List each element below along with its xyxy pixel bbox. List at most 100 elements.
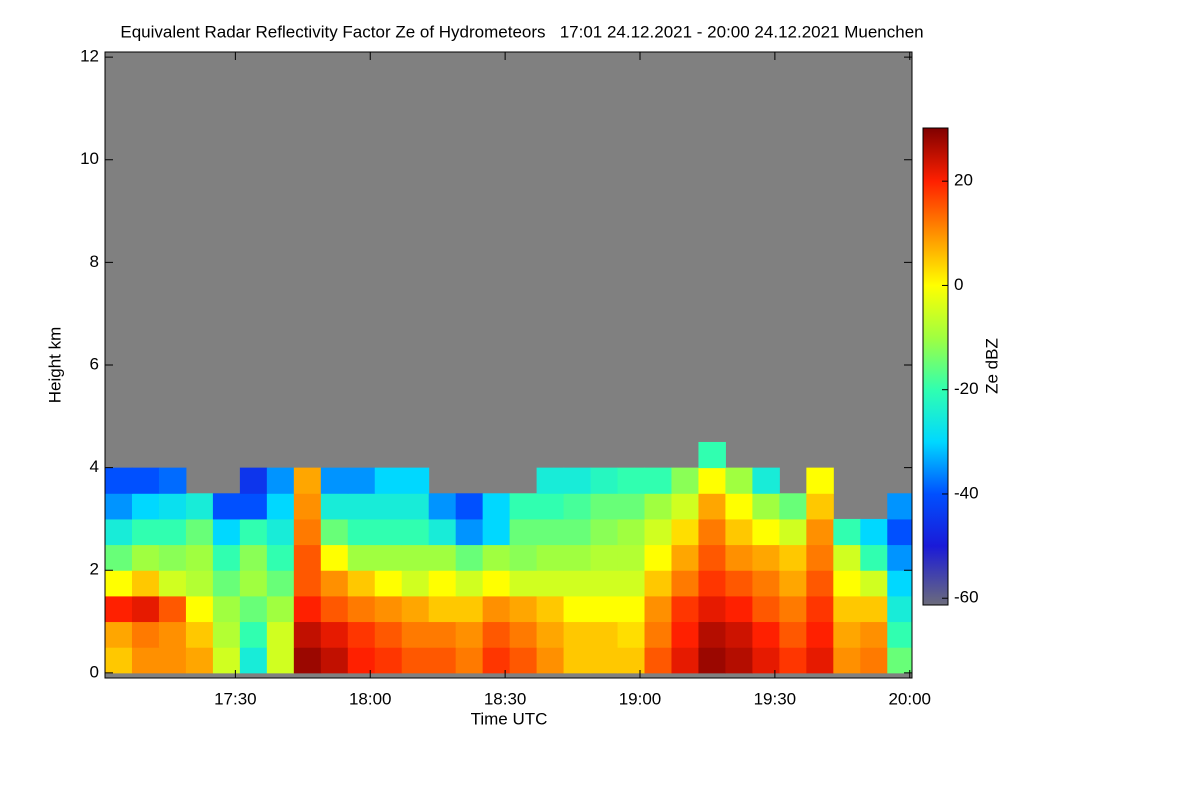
heatmap-cell (590, 544, 619, 571)
colorbar (922, 127, 949, 606)
heatmap-cell (158, 647, 187, 674)
heatmap-cell (671, 570, 699, 597)
heatmap-cell (644, 595, 672, 623)
heatmap (105, 441, 912, 674)
heatmap-cell (158, 518, 187, 546)
heatmap-cell (266, 595, 295, 623)
heatmap-cell (806, 595, 834, 623)
heatmap-cell (698, 467, 726, 494)
heatmap-cell (698, 595, 726, 623)
heatmap-cell (293, 493, 322, 520)
heatmap-cell (671, 647, 699, 674)
heatmap-cell (158, 493, 187, 520)
heatmap-cell (887, 647, 912, 674)
y-tick-label: 6 (90, 354, 99, 373)
heatmap-cell (752, 595, 780, 623)
heatmap-cell (725, 570, 753, 597)
heatmap-cell (320, 570, 349, 597)
heatmap-cell (779, 595, 807, 623)
heatmap-cell (536, 467, 565, 494)
heatmap-cell (644, 570, 672, 597)
heatmap-cell (482, 647, 511, 674)
heatmap-cell (509, 493, 538, 520)
heatmap-cell (860, 621, 888, 648)
heatmap-cell (239, 570, 268, 597)
heatmap-cell (698, 570, 726, 597)
heatmap-cell (482, 544, 511, 571)
heatmap-cell (725, 621, 753, 648)
x-tick-label: 18:30 (484, 689, 527, 708)
heatmap-cell (698, 493, 726, 520)
heatmap-cell (725, 518, 753, 546)
heatmap-cell (455, 518, 484, 546)
heatmap-cell (293, 595, 322, 623)
heatmap-cell (752, 493, 780, 520)
heatmap-cell (131, 595, 160, 623)
heatmap-cell (833, 647, 861, 674)
heatmap-cell (401, 493, 430, 520)
colorbar-tick-label: 20 (954, 171, 973, 190)
heatmap-cell (239, 518, 268, 546)
heatmap-cell (752, 621, 780, 648)
heatmap-cell (105, 467, 133, 494)
y-tick-label: 0 (90, 662, 99, 681)
heatmap-cell (860, 544, 888, 571)
heatmap-cell (158, 467, 187, 494)
heatmap-cell (806, 518, 834, 546)
heatmap-cell (185, 595, 214, 623)
heatmap-cell (725, 493, 753, 520)
heatmap-cell (131, 467, 160, 494)
heatmap-cell (617, 493, 645, 520)
heatmap-cell (536, 647, 565, 674)
y-tick-label: 10 (80, 149, 99, 168)
heatmap-cell (860, 518, 888, 546)
heatmap-cell (212, 621, 241, 648)
heatmap-cell (374, 518, 403, 546)
heatmap-cell (644, 544, 672, 571)
heatmap-cell (158, 570, 187, 597)
heatmap-cell (833, 570, 861, 597)
heatmap-cell (401, 518, 430, 546)
heatmap-cell (347, 570, 376, 597)
heatmap-cell (698, 621, 726, 648)
y-tick-label: 2 (90, 560, 99, 579)
heatmap-cell (266, 570, 295, 597)
heatmap-cell (644, 647, 672, 674)
heatmap-cell (320, 493, 349, 520)
heatmap-cell (347, 467, 376, 494)
heatmap-cell (401, 467, 430, 494)
heatmap-cell (644, 621, 672, 648)
heatmap-cell (671, 518, 699, 546)
heatmap-cell (671, 595, 699, 623)
heatmap-cell (806, 493, 834, 520)
heatmap-cell (752, 544, 780, 571)
y-axis-label: Height km (45, 327, 64, 404)
heatmap-cell (806, 467, 834, 494)
heatmap-cell (455, 595, 484, 623)
heatmap-cell (105, 647, 133, 674)
y-tick-label: 4 (90, 457, 99, 476)
heatmap-cell (239, 493, 268, 520)
heatmap-cell (401, 595, 430, 623)
heatmap-cell (590, 570, 619, 597)
heatmap-cell (482, 493, 511, 520)
x-tick-label: 18:00 (349, 689, 392, 708)
heatmap-cell (239, 595, 268, 623)
heatmap-cell (536, 544, 565, 571)
heatmap-cell (536, 493, 565, 520)
heatmap-cell (698, 647, 726, 674)
heatmap-cell (509, 544, 538, 571)
heatmap-cell (833, 621, 861, 648)
heatmap-cell (725, 467, 753, 494)
heatmap-cell (212, 647, 241, 674)
heatmap-cell (105, 518, 133, 546)
y-tick-label: 8 (90, 252, 99, 271)
heatmap-cell (482, 570, 511, 597)
heatmap-cell (266, 544, 295, 571)
heatmap-cell (401, 621, 430, 648)
heatmap-cell (320, 621, 349, 648)
heatmap-cell (509, 595, 538, 623)
heatmap-cell (752, 647, 780, 674)
heatmap-cell (455, 493, 484, 520)
heatmap-cell (105, 493, 133, 520)
